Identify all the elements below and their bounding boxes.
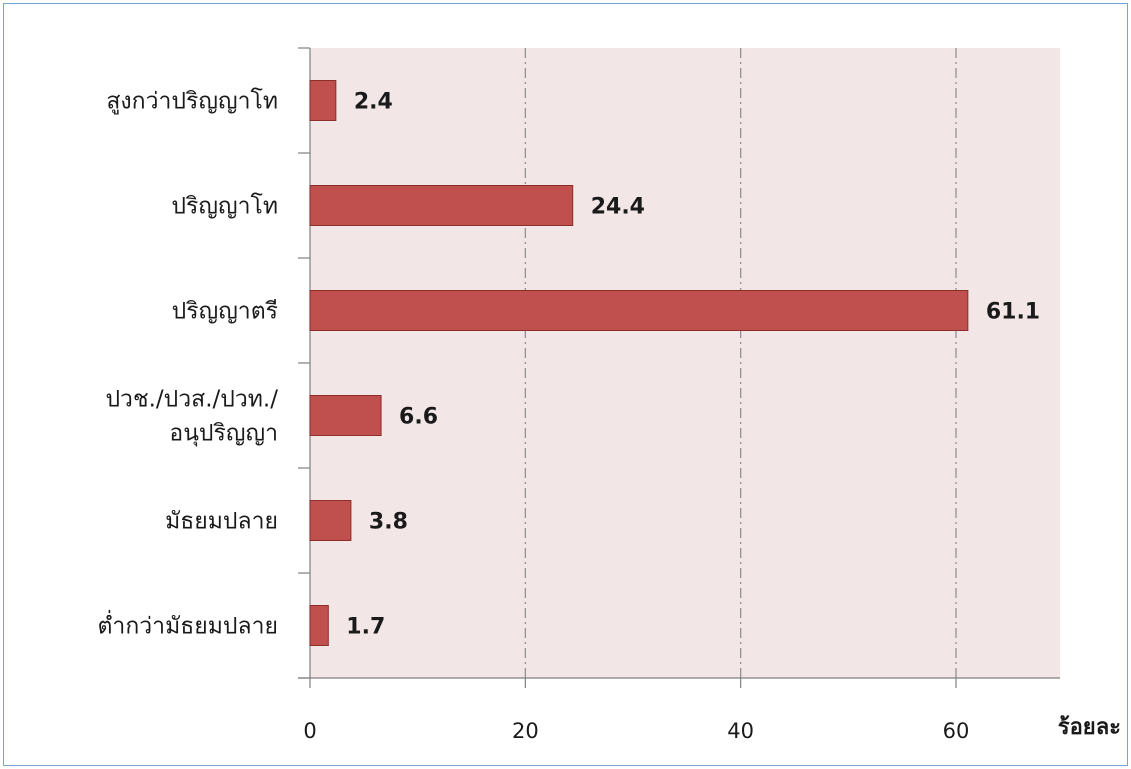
- data-label: 1.7: [346, 615, 385, 640]
- x-axis-title: ร้อยละ: [1058, 715, 1121, 740]
- category-label-line: ปริญญาโท: [171, 193, 278, 220]
- data-label: 61.1: [986, 300, 1040, 325]
- category-label-line: มัธยมปลาย: [165, 509, 278, 535]
- category-label: มัธยมปลาย: [165, 509, 278, 535]
- bar: [309, 80, 337, 121]
- data-label: 3.8: [369, 510, 408, 535]
- bar: [309, 605, 329, 646]
- bar: [309, 395, 382, 436]
- category-label: ปริญญาโท: [171, 193, 278, 220]
- bar: [309, 500, 352, 541]
- data-label: 2.4: [354, 90, 393, 115]
- x-tick-label: 40: [727, 719, 754, 743]
- category-label-line: ปริญญาตรี: [172, 299, 278, 325]
- x-tick-label: 60: [943, 719, 970, 743]
- bar-chart: 2.4 สูงกว่าปริญญาโท 24.4 ปริญญาโท 61.1 ปริญญา…: [97, 47, 1121, 743]
- data-label: 24.4: [591, 195, 645, 220]
- category-label: ต่ำกว่ามัธยมปลาย: [97, 610, 278, 640]
- bar: [309, 290, 969, 331]
- category-label-line: สูงกว่าปริญญาโท: [106, 88, 278, 115]
- category-label: สูงกว่าปริญญาโท: [106, 88, 278, 115]
- x-tick-label: 0: [303, 719, 316, 743]
- bar: [309, 185, 574, 226]
- category-label-line: ต่ำกว่ามัธยมปลาย: [97, 610, 278, 640]
- x-tick-label: 20: [512, 719, 539, 743]
- category-label-line: ปวช./ปวส./ปวท./: [105, 387, 278, 413]
- plot-area: [310, 48, 1060, 678]
- category-label: ปวช./ปวส./ปวท./ อนุปริญญา: [105, 387, 278, 447]
- chart-frame: 2.4 สูงกว่าปริญญาโท 24.4 ปริญญาโท 61.1 ปริญญา…: [3, 3, 1128, 766]
- data-label: 6.6: [399, 405, 438, 430]
- category-label: ปริญญาตรี: [172, 299, 278, 325]
- category-label-line: อนุปริญญา: [169, 421, 278, 447]
